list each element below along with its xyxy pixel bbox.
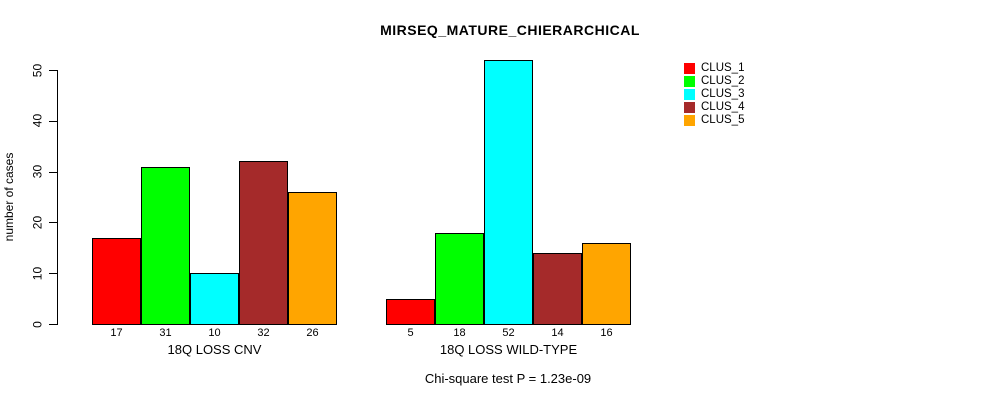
y-tick-mark — [49, 273, 57, 275]
bar-clus_5-group1 — [288, 191, 337, 325]
bar-value-label: 52 — [502, 327, 515, 339]
legend-swatch-clus_4 — [684, 102, 695, 113]
y-tick-label: 0 — [30, 320, 45, 328]
bar-clus_3-group1 — [190, 273, 239, 325]
y-tick-mark — [49, 120, 57, 122]
bar-value-label: 31 — [159, 327, 172, 339]
bar-value-label: 10 — [208, 327, 221, 339]
bar-value-label: 26 — [306, 327, 319, 339]
legend: CLUS_1 CLUS_2 CLUS_3 CLUS_4 CLUS_5 — [684, 62, 744, 127]
legend-swatch-clus_5 — [684, 115, 695, 126]
bar-clus_5-group2 — [582, 242, 631, 325]
legend-item-clus_1: CLUS_1 — [684, 62, 744, 75]
chi-square-caption: Chi-square test P = 1.23e-09 — [424, 371, 592, 386]
bar-clus_2-group1 — [141, 166, 190, 325]
bar-value-label: 16 — [600, 327, 613, 339]
x-group-label: 18Q LOSS CNV — [167, 342, 262, 357]
legend-swatch-clus_3 — [684, 89, 695, 100]
y-tick-label: 20 — [30, 215, 45, 230]
bar-clus_1-group2 — [386, 298, 435, 325]
y-tick-mark — [49, 70, 57, 71]
legend-label: CLUS_4 — [701, 101, 745, 113]
bar-clus_3-group2 — [484, 59, 533, 325]
legend-label: CLUS_2 — [701, 75, 745, 87]
chart-title: MIRSEQ_MATURE_CHIERARCHICAL — [380, 22, 640, 38]
legend-item-clus_4: CLUS_4 — [684, 101, 744, 114]
bar-clus_4-group2 — [533, 252, 582, 325]
y-tick-label: 30 — [30, 164, 45, 179]
legend-swatch-clus_1 — [684, 63, 695, 74]
bar-clus_2-group2 — [435, 232, 484, 325]
x-group-label: 18Q LOSS WILD-TYPE — [439, 342, 578, 357]
bar-clus_4-group1 — [239, 161, 288, 325]
bar-clus_1-group1 — [92, 237, 141, 325]
legend-label: CLUS_3 — [701, 88, 745, 100]
y-tick-mark — [49, 222, 57, 224]
legend-label: CLUS_1 — [701, 62, 745, 74]
bar-value-label: 14 — [551, 327, 564, 339]
y-tick-label: 40 — [30, 114, 45, 128]
y-tick-mark — [49, 324, 57, 325]
y-tick-label: 50 — [30, 63, 45, 77]
legend-item-clus_5: CLUS_5 — [684, 114, 744, 127]
bar-value-label: 32 — [257, 327, 270, 339]
legend-item-clus_2: CLUS_2 — [684, 75, 744, 88]
y-tick-label: 10 — [30, 266, 45, 280]
bar-value-label: 5 — [407, 327, 414, 339]
legend-item-clus_3: CLUS_3 — [684, 88, 744, 101]
legend-label: CLUS_5 — [701, 114, 745, 126]
y-axis-line — [57, 70, 58, 325]
bar-value-label: 17 — [110, 327, 123, 339]
y-tick-mark — [49, 171, 57, 173]
bar-value-label: 18 — [453, 327, 466, 339]
legend-swatch-clus_2 — [684, 76, 695, 87]
y-axis-label: number of cases — [2, 152, 16, 242]
